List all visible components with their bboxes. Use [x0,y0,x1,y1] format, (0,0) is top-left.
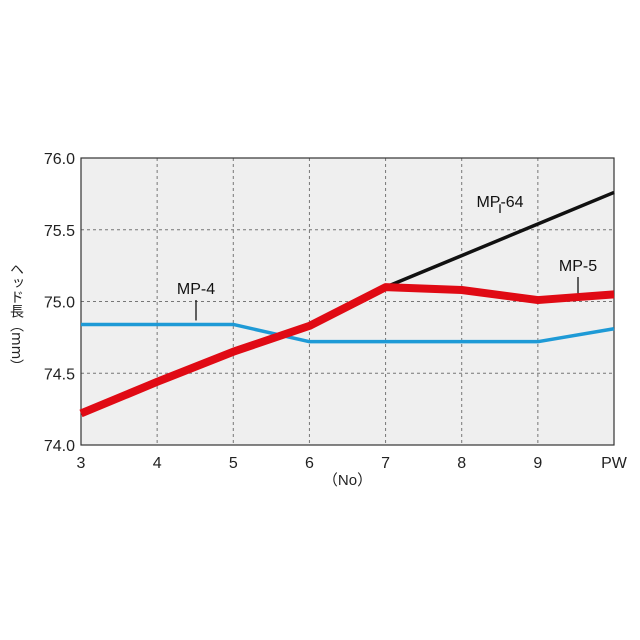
series-label: MP-4 [177,281,215,298]
plot-border [80,157,615,446]
x-tick-label: 3 [77,455,86,472]
x-tick-label: 6 [305,455,314,472]
series-line-mp-4 [81,322,615,344]
y-tick-label: 74.5 [44,366,75,383]
x-tick-label: PW [601,455,628,472]
x-tick-label: 7 [381,455,390,472]
series-label: MP-64 [476,194,523,211]
x-tick-label: 8 [457,455,466,472]
x-tick-label: 5 [229,455,238,472]
x-tick-label: 9 [533,455,542,472]
y-tick-label: 75.0 [44,295,75,312]
series-line-mp-5 [79,283,615,418]
x-tick-label: 4 [153,455,162,472]
series-label: MP-5 [559,258,597,275]
y-tick-label: 74.0 [44,438,75,455]
x-axis-label: （No） [323,472,372,489]
y-tick-label: 76.0 [44,151,75,168]
y-axis-label: ヘッド長（mm） [8,262,24,374]
y-tick-label: 75.5 [44,223,75,240]
